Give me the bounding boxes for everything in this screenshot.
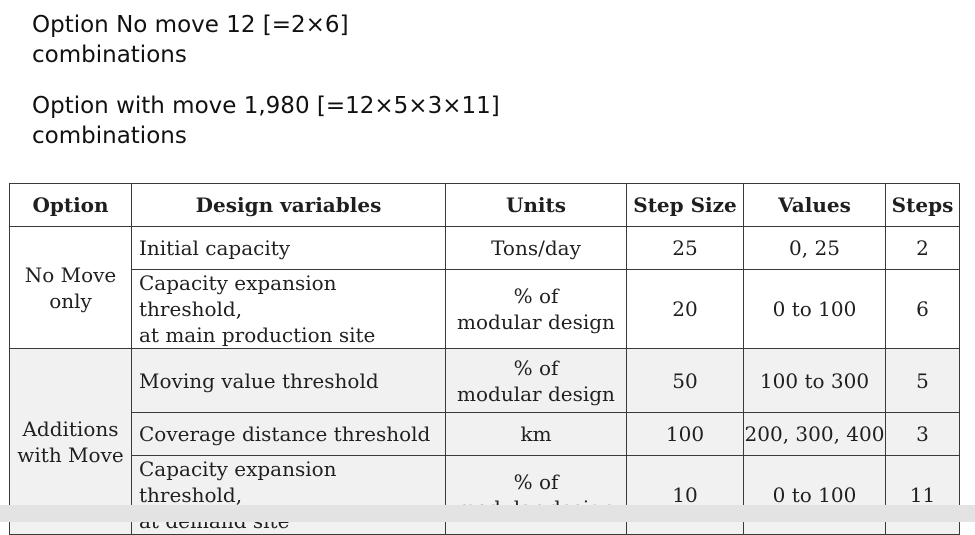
units-line2: modular design: [457, 310, 615, 334]
table-row: Capacity expansion threshold, at demand …: [10, 455, 960, 535]
table-row: Coverage distance threshold km 100 200, …: [10, 412, 960, 456]
header-step-size: Step Size: [626, 183, 744, 227]
variable-cell: Initial capacity: [131, 226, 446, 270]
option-no-move-combinations: combinations: [32, 42, 187, 68]
values-cell: 100 to 300: [743, 348, 886, 413]
units-line1: % of: [513, 470, 559, 494]
units-line1: % of: [513, 284, 559, 308]
values-cell: 0 to 100: [743, 269, 886, 349]
option-with-move-combinations: combinations: [32, 123, 187, 149]
units-cell: % of modular design: [445, 269, 627, 349]
step-size-cell: 25: [626, 226, 744, 270]
variable-line1: Capacity expansion threshold,: [139, 457, 337, 507]
units-line2: modular design: [457, 381, 615, 406]
units-cell: % of modular design: [445, 348, 627, 413]
bottom-band: [0, 505, 975, 522]
option-with-move-line: Option with move 1,980 [=12×5×3×11]: [32, 93, 500, 119]
values-cell: 0, 25: [743, 226, 886, 270]
table-row: Capacity expansion threshold, at main pr…: [10, 269, 960, 349]
option-label-line2: with Move: [17, 442, 124, 467]
units-line1: % of: [513, 355, 559, 380]
variable-cell: Coverage distance threshold: [131, 412, 446, 456]
units-cell: km: [445, 412, 627, 456]
step-size-cell: 10: [626, 455, 744, 535]
variable-line1: Capacity expansion threshold,: [139, 271, 337, 321]
values-cell: 200, 300, 400: [743, 412, 886, 456]
option-cell-with-move: Additions with Move: [9, 348, 132, 535]
option-label-line1: No Move: [24, 262, 117, 287]
option-label-line2: only: [49, 288, 92, 313]
step-size-cell: 20: [626, 269, 744, 349]
table-row: Additions with Move Moving value thresho…: [9, 348, 960, 535]
table-row: No Move only Initial capacity Tons/day 2…: [9, 226, 960, 349]
header-values: Values: [743, 183, 886, 227]
header-units: Units: [445, 183, 627, 227]
option-label-line1: Additions: [22, 416, 119, 441]
header-steps: Steps: [885, 183, 960, 227]
variable-cell: Moving value threshold: [131, 348, 446, 413]
values-cell: 0 to 100: [743, 455, 886, 535]
steps-cell: 5: [885, 348, 960, 413]
units-cell: Tons/day: [445, 226, 627, 270]
design-variables-table: Option Design variables Units Step Size …: [9, 183, 960, 535]
header-option: Option: [9, 183, 132, 227]
variable-cell: Capacity expansion threshold, at main pr…: [131, 269, 446, 349]
step-size-cell: 50: [626, 348, 744, 413]
table-header-row: Option Design variables Units Step Size …: [9, 183, 960, 227]
variable-line2: at main production site: [139, 323, 376, 347]
step-size-cell: 100: [626, 412, 744, 456]
steps-cell: 11: [885, 455, 960, 535]
units-cell: % of modular design: [445, 455, 627, 535]
header-design-variables: Design variables: [131, 183, 446, 227]
steps-cell: 6: [885, 269, 960, 349]
steps-cell: 3: [885, 412, 960, 456]
option-no-move-line: Option No move 12 [=2×6]: [32, 12, 349, 38]
steps-cell: 2: [885, 226, 960, 270]
option-cell-no-move: No Move only: [9, 226, 132, 349]
variable-cell: Capacity expansion threshold, at demand …: [131, 455, 446, 535]
